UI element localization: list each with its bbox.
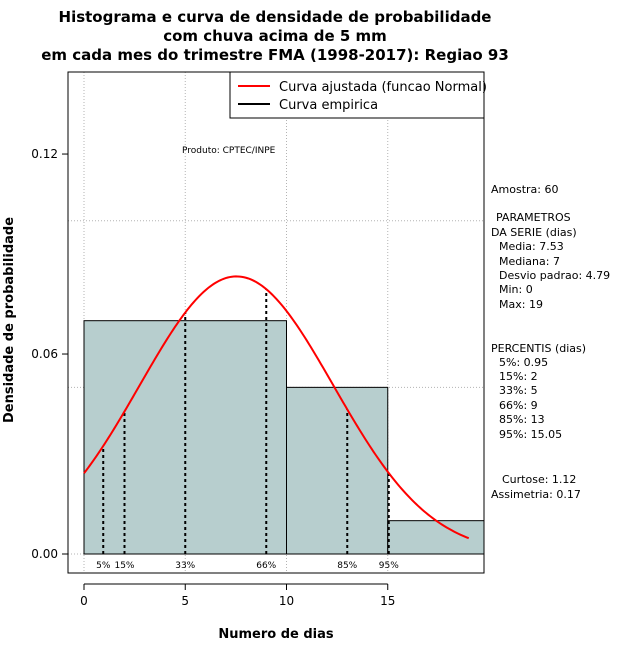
product-annotation: Produto: CPTEC/INPE <box>182 146 276 156</box>
normal-curve <box>83 275 470 540</box>
x-tick-label: 15 <box>380 594 395 608</box>
y-tick-label: 0.00 <box>31 547 58 561</box>
x-tick-label: 0 <box>80 594 88 608</box>
title-line-3: em cada mes do trimestre FMA (1998-2017)… <box>41 46 509 64</box>
chart-title: Histograma e curva de densidade de proba… <box>41 8 509 64</box>
assimetria-text: Assimetria: 0.17 <box>491 488 581 501</box>
p66-text: 66%: 9 <box>499 399 538 412</box>
x-axis: 0 5 10 15 <box>80 583 395 608</box>
y-axis-label: Densidade de probabilidade <box>2 217 17 423</box>
p15-text: 15%: 2 <box>499 370 538 383</box>
param-header-2: DA SERIE (dias) <box>491 226 577 239</box>
y-tick-label: 0.12 <box>31 147 58 161</box>
title-line-1: Histograma e curva de densidade de proba… <box>59 8 492 26</box>
histogram-bars <box>83 320 485 555</box>
media-text: Media: 7.53 <box>499 240 564 253</box>
title-line-2: com chuva acima de 5 mm <box>163 27 387 45</box>
min-text: Min: 0 <box>499 283 533 296</box>
max-text: Max: 19 <box>499 298 543 311</box>
percentile-label: 15% <box>114 561 134 571</box>
mediana-text: Mediana: 7 <box>499 255 560 268</box>
legend-label-empirical: Curva empirica <box>279 98 378 113</box>
x-axis-label: Numero de dias <box>218 627 334 642</box>
histogram-bar <box>387 520 485 555</box>
x-tick-label: 5 <box>181 594 189 608</box>
percentile-label: 66% <box>256 561 276 571</box>
p85-text: 85%: 13 <box>499 413 545 426</box>
p95-text: 95%: 15.05 <box>499 428 562 441</box>
y-tick-label: 0.06 <box>31 347 58 361</box>
percentile-label: 33% <box>175 561 195 571</box>
side-panel: Amostra: 60 PARAMETROS DA SERIE (dias) M… <box>491 183 610 501</box>
legend: Curva ajustada (funcao Normal) Curva emp… <box>229 71 487 119</box>
y-axis: 0.00 0.06 0.12 <box>31 147 69 561</box>
p5-text: 5%: 0.95 <box>499 356 548 369</box>
param-header-1: PARAMETROS <box>496 211 571 224</box>
percentile-label: 95% <box>379 561 399 571</box>
histogram-bar <box>286 386 389 555</box>
normal-curve-layer <box>83 275 470 540</box>
curtose-text: Curtose: 1.12 <box>502 473 576 486</box>
percentis-header: PERCENTIS (dias) <box>491 342 586 355</box>
legend-label-normal: Curva ajustada (funcao Normal) <box>279 80 487 95</box>
desvio-text: Desvio padrao: 4.79 <box>499 269 610 282</box>
x-tick-label: 10 <box>279 594 294 608</box>
percentile-label: 5% <box>96 561 111 571</box>
percentile-label: 85% <box>337 561 357 571</box>
legend-box <box>229 71 485 119</box>
amostra-text: Amostra: 60 <box>491 183 558 196</box>
p33-text: 33%: 5 <box>499 384 538 397</box>
percentile-lines: 5% 15% 33% 66% 85% 95% <box>96 289 399 571</box>
